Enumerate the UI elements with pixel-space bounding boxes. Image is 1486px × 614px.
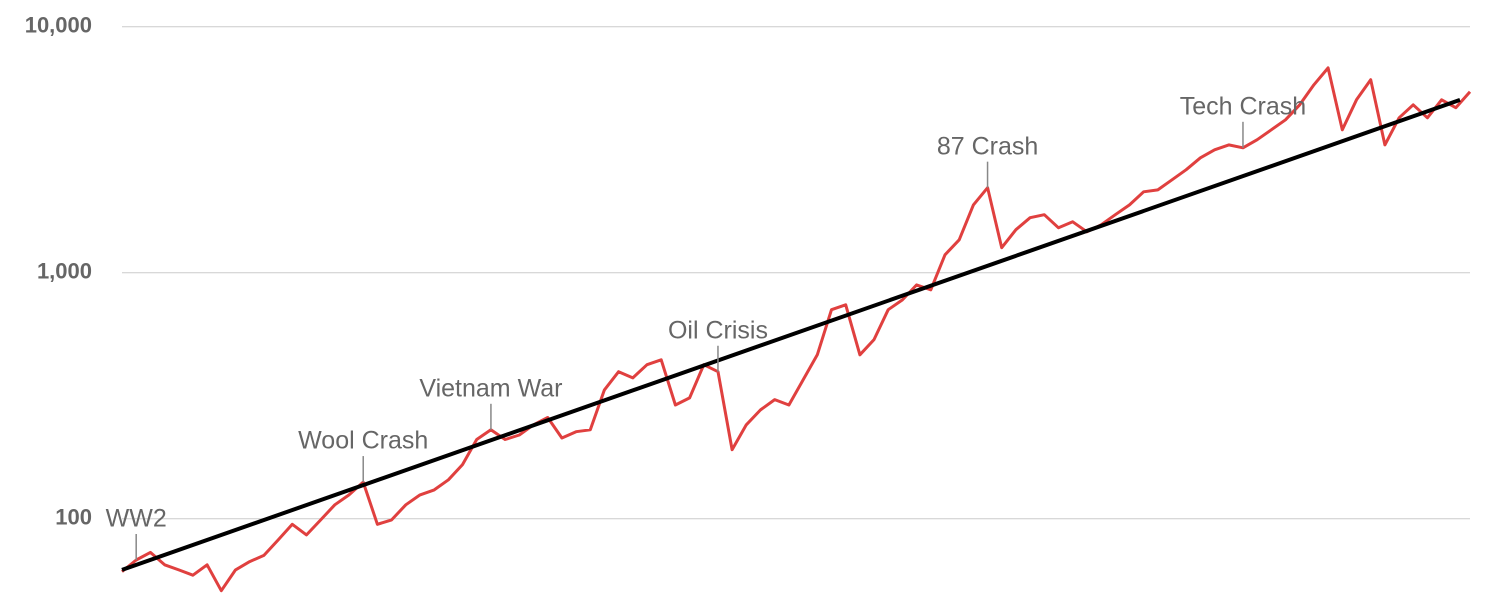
- annotation: 87 Crash: [937, 132, 1038, 160]
- annotation: Wool Crash: [298, 427, 428, 455]
- annotation: WW2: [106, 505, 167, 533]
- y-tick-label: 100: [55, 505, 92, 530]
- line: [121, 66, 1472, 593]
- annotation: Vietnam War: [419, 374, 562, 402]
- annotation: Oil Crisis: [668, 316, 768, 344]
- y-tick-label: 10,000: [25, 13, 92, 38]
- y-tick-label: 1,000: [37, 259, 92, 284]
- trend-line: [121, 97, 1461, 572]
- annotation: Tech Crash: [1180, 92, 1306, 120]
